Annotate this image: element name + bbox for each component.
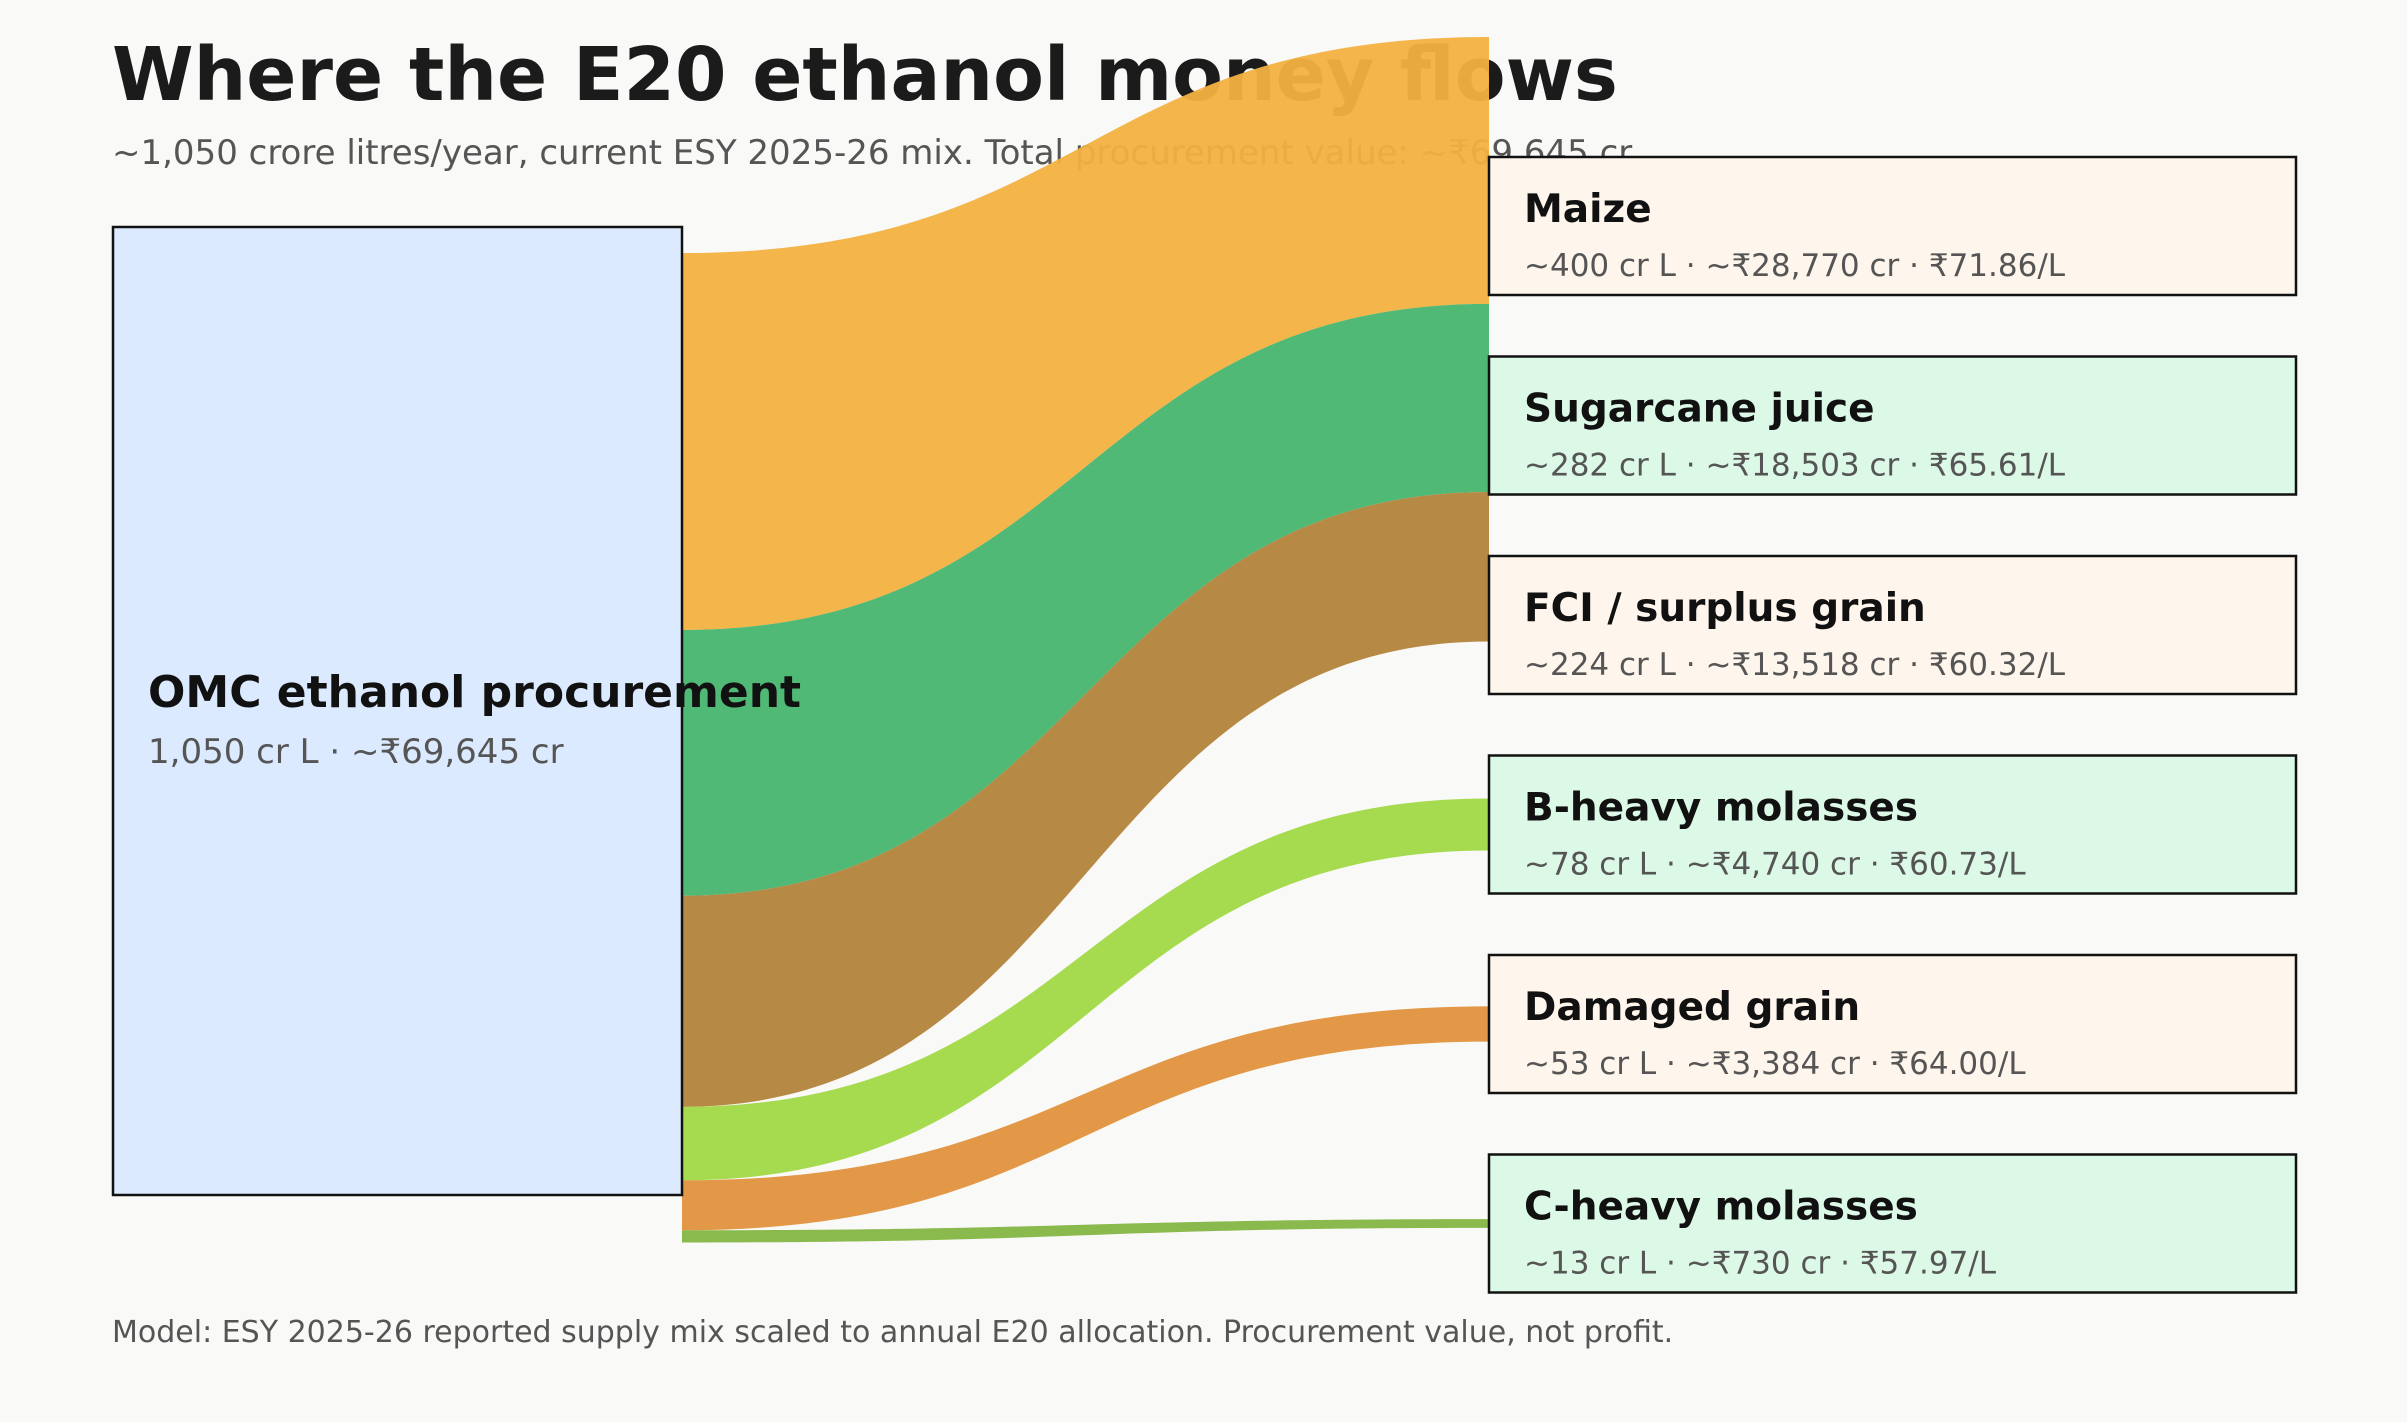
flow-maize	[682, 37, 1489, 630]
source-detail: 1,050 cr L · ~₹69,645 cr	[148, 732, 564, 772]
flow-b-heavy-molasses	[682, 798, 1489, 1181]
target-label: B-heavy molasses	[1524, 786, 1918, 831]
source-label: OMC ethanol procurement	[148, 667, 801, 718]
target-node: FCI / surplus grain ~224 cr L · ~₹13,518 …	[1487, 554, 2298, 696]
source-node: OMC ethanol procurement 1,050 cr L · ~₹6…	[111, 225, 801, 1197]
target-box	[1487, 155, 2298, 297]
target-box	[1487, 355, 2298, 496]
footnote: Model: ESY 2025-26 reported supply mix s…	[112, 1315, 1673, 1350]
target-detail: ~400 cr L · ~₹28,770 cr · ₹71.86/L	[1524, 248, 2066, 284]
target-label: Sugarcane juice	[1524, 387, 1875, 432]
flow-damaged-grain	[682, 1006, 1489, 1231]
target-label: FCI / surplus grain	[1524, 586, 1926, 631]
target-box	[1487, 554, 2298, 696]
target-box	[1487, 1153, 2298, 1294]
target-node: C-heavy molasses ~13 cr L · ~₹730 cr · ₹5…	[1487, 1153, 2298, 1294]
target-detail: ~78 cr L · ~₹4,740 cr · ₹60.73/L	[1524, 847, 2026, 883]
target-detail: ~13 cr L · ~₹730 cr · ₹57.97/L	[1524, 1246, 1997, 1282]
target-label: Maize	[1524, 187, 1652, 232]
target-detail: ~282 cr L · ~₹18,503 cr · ₹65.61/L	[1524, 448, 2066, 484]
flow-c-heavy-molasses	[682, 1219, 1489, 1243]
target-node: B-heavy molasses ~78 cr L · ~₹4,740 cr · …	[1487, 754, 2298, 895]
target-group: Maize ~400 cr L · ~₹28,770 cr · ₹71.86/L S…	[1487, 155, 2298, 1294]
target-box	[1487, 754, 2298, 895]
flow-fci-surplus-grain	[682, 492, 1489, 1107]
target-box	[1487, 953, 2298, 1095]
target-node: Sugarcane juice ~282 cr L · ~₹18,503 cr ·…	[1487, 355, 2298, 496]
flow-sugarcane-juice	[682, 303, 1489, 896]
source-box	[111, 225, 684, 1197]
target-detail: ~53 cr L · ~₹3,384 cr · ₹64.00/L	[1524, 1046, 2026, 1082]
flow-group	[682, 37, 1489, 1243]
target-node: Maize ~400 cr L · ~₹28,770 cr · ₹71.86/L	[1487, 155, 2298, 297]
target-detail: ~224 cr L · ~₹13,518 cr · ₹60.32/L	[1524, 647, 2066, 683]
target-label: C-heavy molasses	[1524, 1185, 1918, 1230]
target-label: Damaged grain	[1524, 985, 1860, 1030]
target-node: Damaged grain ~53 cr L · ~₹3,384 cr · ₹64…	[1487, 953, 2298, 1095]
